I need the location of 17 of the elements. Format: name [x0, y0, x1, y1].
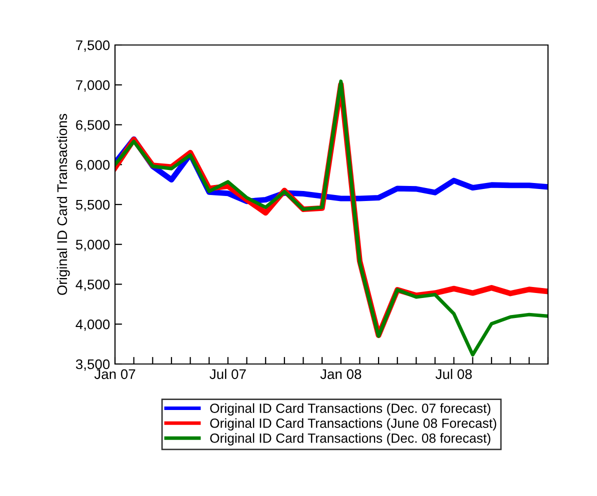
y-tick-label: 7,000	[76, 80, 110, 92]
y-tick-label: 6,000	[76, 160, 110, 172]
x-tick-label: Jan 08	[320, 369, 362, 380]
y-tick-label: 4,500	[76, 280, 110, 292]
x-tick-label: Jul 07	[210, 368, 246, 380]
y-tick-label: 5,000	[76, 240, 110, 252]
legend-label: Original ID Card Transactions (Dec. 08 forecast)	[210, 433, 490, 446]
x-tick-label: Jul 08	[436, 368, 472, 380]
x-tick-label: Jan 07	[94, 369, 136, 380]
y-tick-label: 3,500	[76, 359, 110, 371]
y-axis-title: Original ID Card Transactions	[56, 114, 70, 295]
legend-label: Original ID Card Transactions (Dec. 07 forecast)	[210, 403, 490, 416]
legend-label: Original ID Card Transactions (June 08 Forecast)	[210, 418, 496, 431]
y-tick-label: 7,500	[76, 40, 110, 52]
y-tick-label: 4,000	[76, 319, 110, 331]
y-tick-label: 6,500	[76, 120, 110, 132]
y-tick-label: 5,500	[76, 200, 110, 212]
